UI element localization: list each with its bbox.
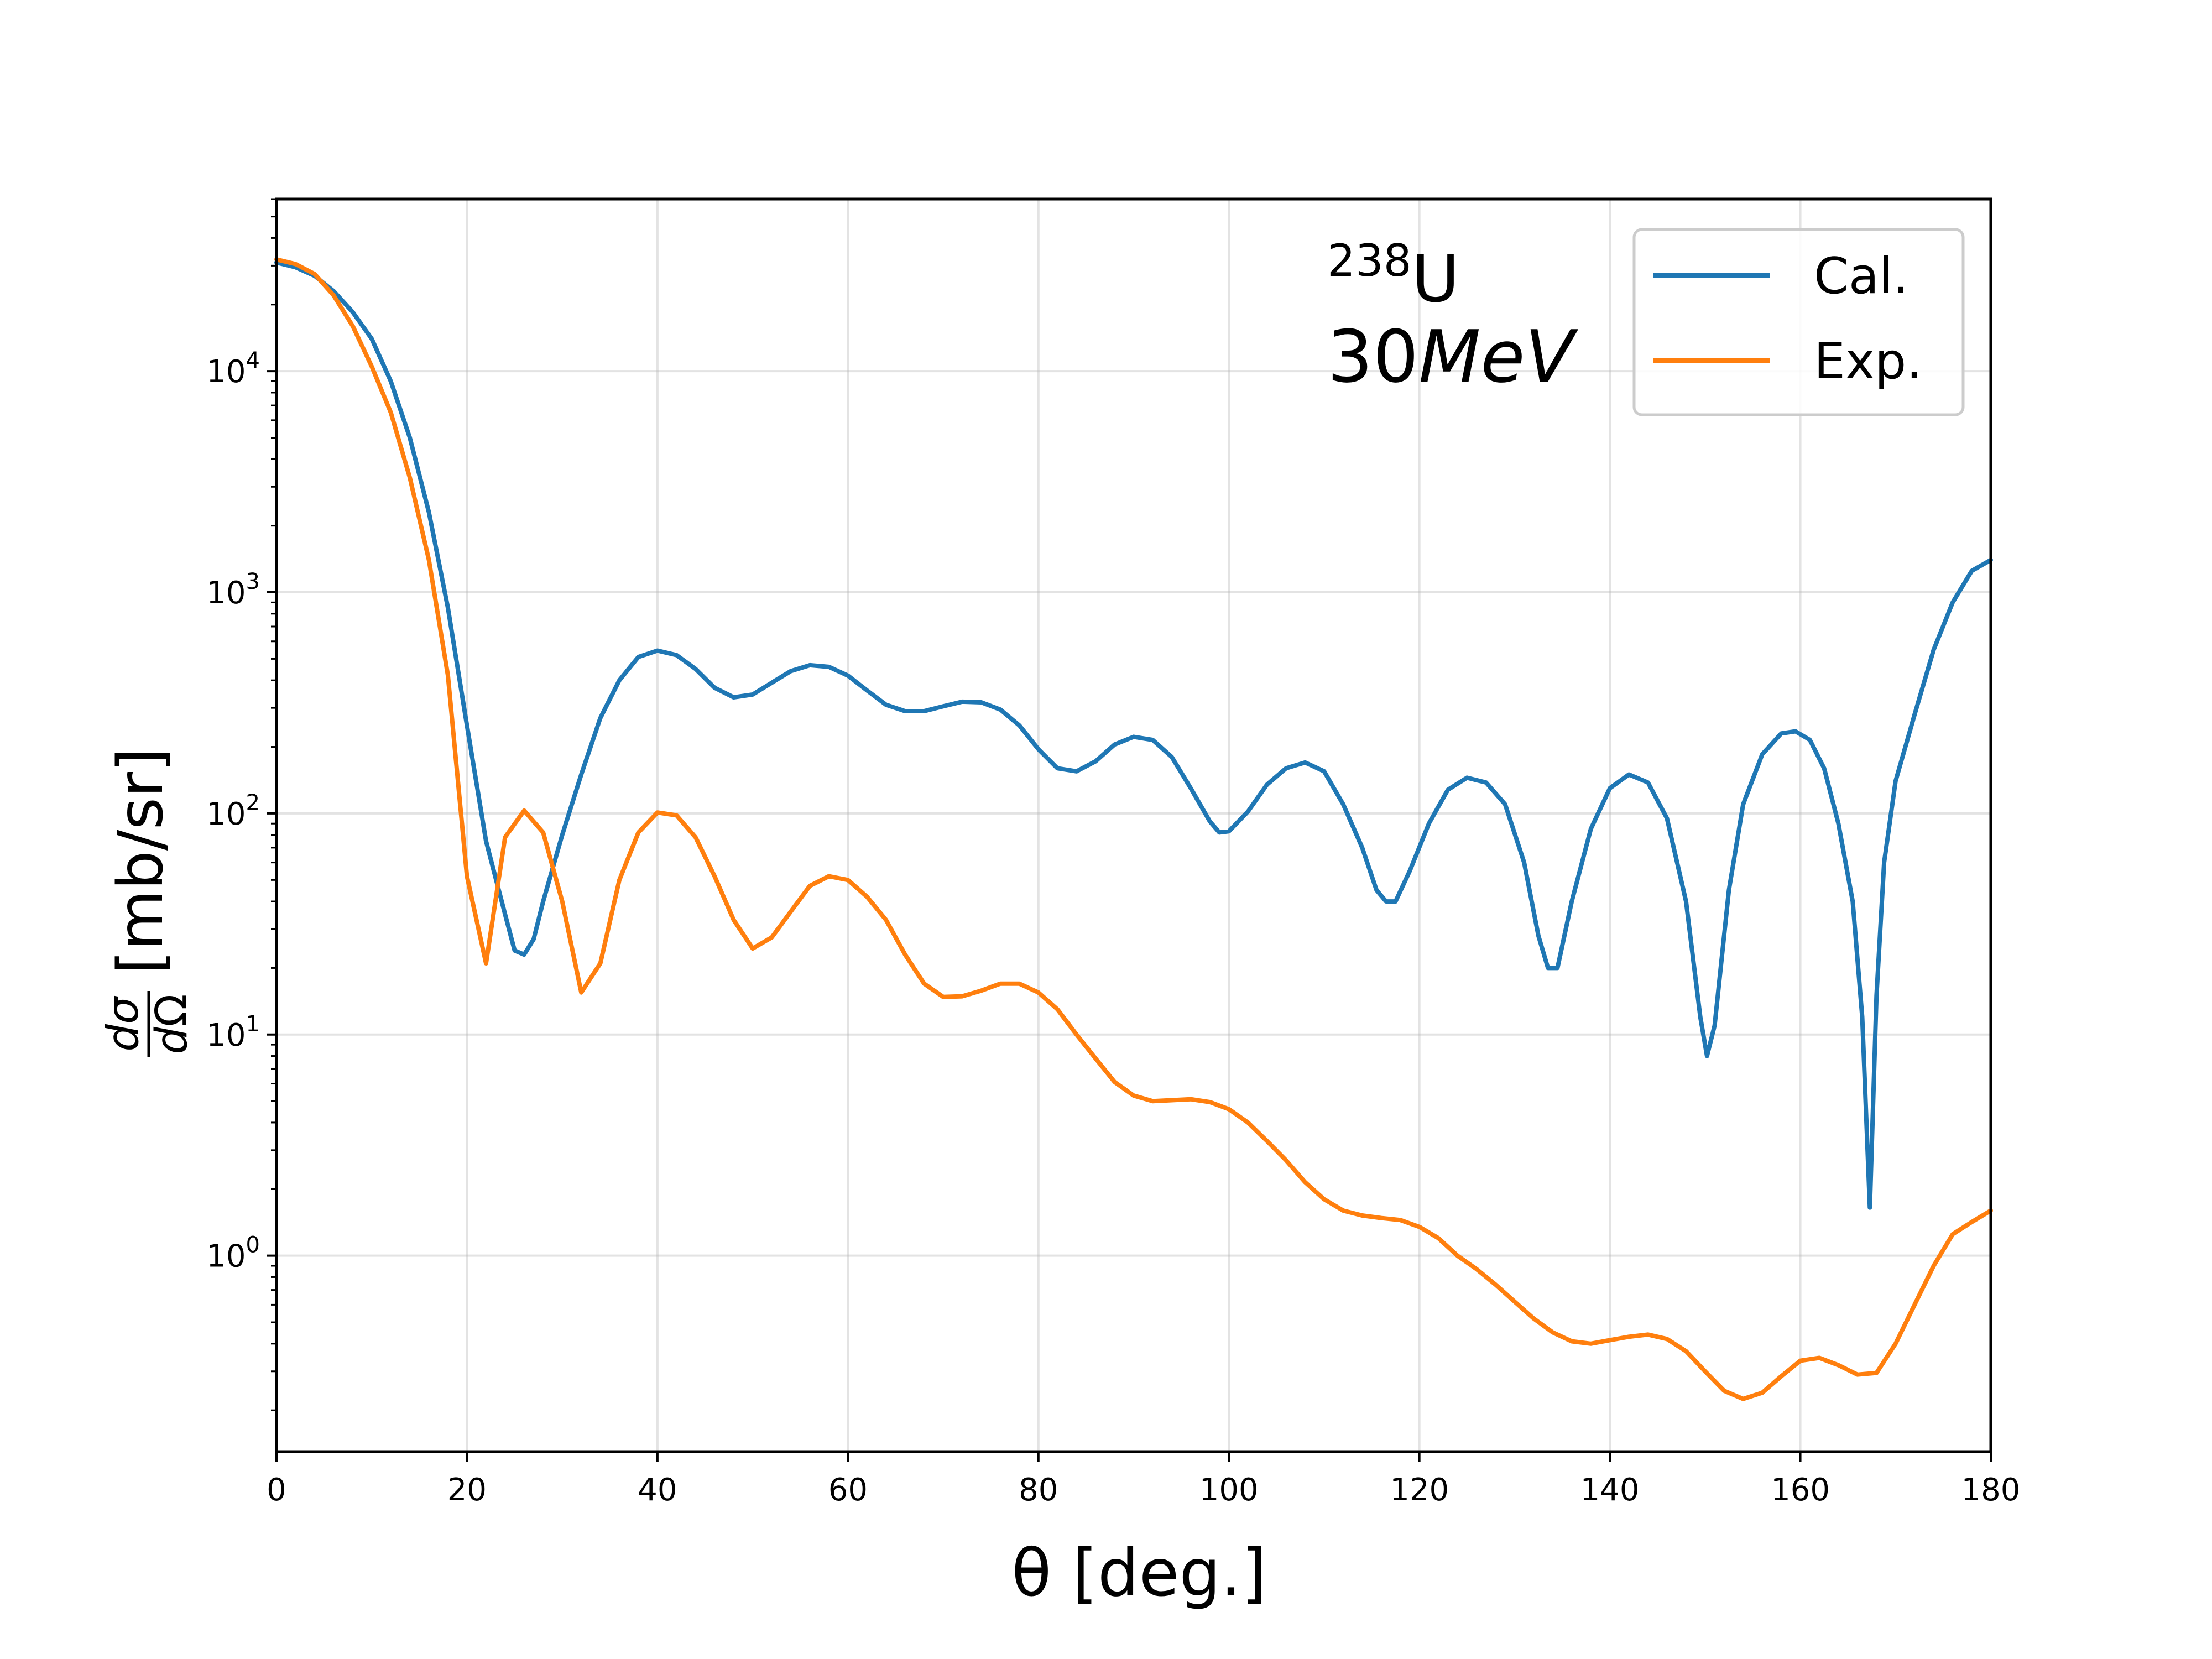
x-tick-label: 60 bbox=[828, 1472, 868, 1508]
energy-unit: MeV bbox=[1418, 315, 1578, 399]
y-tick-label: 102 bbox=[206, 790, 260, 832]
y-axis-title-unit: [mb/sr] bbox=[105, 748, 177, 974]
energy-label: 30MeV bbox=[1327, 315, 1579, 399]
y-tick-label: 104 bbox=[206, 348, 260, 390]
x-tick-label: 80 bbox=[1019, 1472, 1058, 1508]
legend-label-cal: Cal. bbox=[1814, 247, 1909, 305]
y-tick-exponent: 4 bbox=[246, 348, 260, 373]
y-tick-label: 100 bbox=[206, 1233, 260, 1275]
series-line-exp bbox=[274, 257, 1993, 1401]
y-tick-base: 10 bbox=[206, 1239, 246, 1275]
y-tick-base: 10 bbox=[206, 575, 246, 611]
y-tick-base: 10 bbox=[206, 796, 246, 832]
plot-frame bbox=[275, 197, 1992, 1453]
energy-value: 30 bbox=[1327, 315, 1418, 399]
legend-label-exp: Exp. bbox=[1814, 332, 1922, 390]
series-layer bbox=[274, 257, 1993, 1401]
legend: Cal. Exp. bbox=[1632, 228, 1965, 416]
x-tick-label: 0 bbox=[267, 1472, 286, 1508]
x-tick-label: 20 bbox=[447, 1472, 487, 1508]
y-axis-title-denominator: dΩ bbox=[147, 994, 197, 1054]
y-tick-exponent: 0 bbox=[246, 1233, 260, 1258]
y-tick-exponent: 1 bbox=[246, 1011, 260, 1037]
series-line-cal bbox=[274, 260, 1993, 1210]
x-tick-label: 40 bbox=[638, 1472, 677, 1508]
x-tick-label: 180 bbox=[1961, 1472, 2021, 1508]
x-tick-label: 160 bbox=[1771, 1472, 1830, 1508]
x-tick-label: 120 bbox=[1390, 1472, 1449, 1508]
x-tick-label: 100 bbox=[1199, 1472, 1259, 1508]
y-tick-label: 101 bbox=[206, 1011, 260, 1053]
y-tick-exponent: 3 bbox=[246, 569, 260, 594]
y-tick-base: 10 bbox=[206, 354, 246, 390]
y-axis-title: dσ dΩ [mb/sr] bbox=[98, 748, 197, 1057]
isotope-mass: 238 bbox=[1327, 235, 1412, 286]
y-tick-exponent: 2 bbox=[246, 790, 260, 816]
y-tick-base: 10 bbox=[206, 1018, 246, 1053]
x-axis-title: θ [deg.] bbox=[1011, 1535, 1267, 1611]
y-tick-label: 103 bbox=[206, 569, 260, 611]
isotope-label: 238U bbox=[1327, 235, 1459, 317]
isotope-symbol: U bbox=[1412, 241, 1459, 317]
annotation: 238U 30MeV bbox=[1327, 235, 1579, 399]
y-axis-title-numerator: dσ bbox=[98, 995, 148, 1052]
x-tick-label: 140 bbox=[1580, 1472, 1640, 1508]
